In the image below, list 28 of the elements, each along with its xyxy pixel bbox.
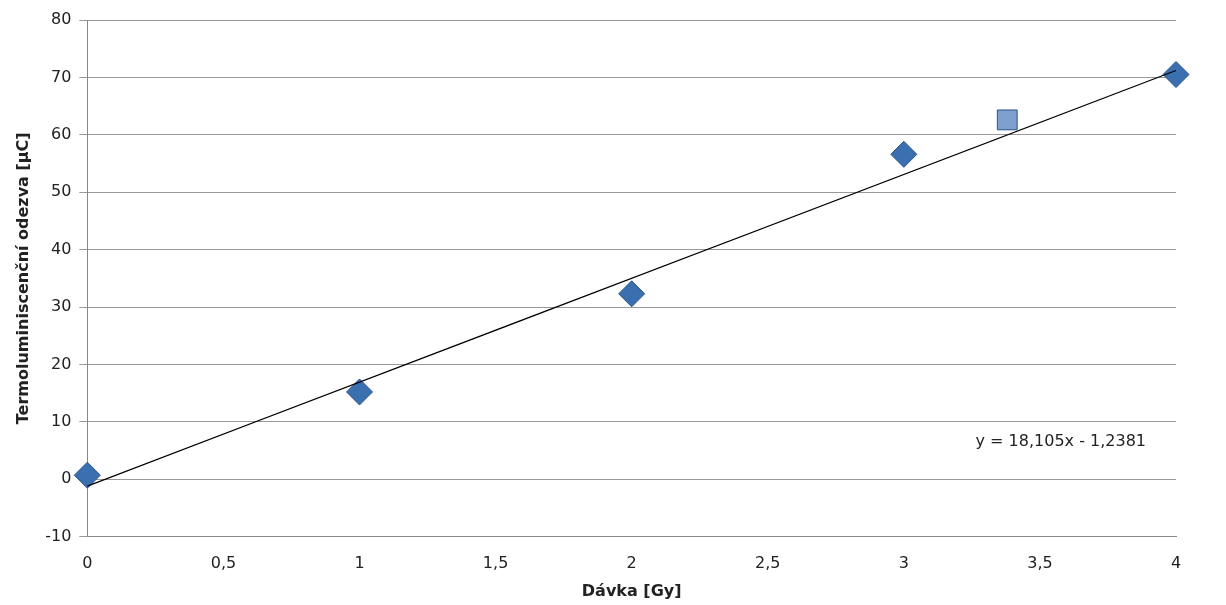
x-axis-title: Dávka [Gy] <box>581 580 682 600</box>
point <box>618 280 646 308</box>
y-axis-title: Termoluminiscenční odezva [µC] <box>12 132 32 425</box>
y-tick-label: 50 <box>50 181 72 201</box>
annotation: y = 18,105x - 1,2381 <box>975 430 1146 450</box>
point <box>73 461 101 489</box>
x-tick-label: 0 <box>82 553 93 573</box>
y-tick-label: 10 <box>50 410 72 430</box>
y-tick-label: 60 <box>50 123 72 143</box>
x-tick-label: 3 <box>898 553 909 573</box>
x-tick-label: 2,5 <box>755 553 781 573</box>
y-tick-label: 30 <box>50 296 72 316</box>
x-tick-label: 0,5 <box>210 553 237 573</box>
y-tick-label: 70 <box>50 66 72 86</box>
x-tick-label: 1,5 <box>482 553 509 573</box>
y-tick-label: -10 <box>45 525 72 545</box>
point <box>890 140 918 168</box>
point <box>996 109 1018 131</box>
y-tick-label: 40 <box>50 238 72 258</box>
point <box>346 378 373 406</box>
x-tick-label: 4 <box>1170 553 1182 573</box>
point <box>1162 61 1190 89</box>
y-tick-label: 20 <box>50 353 72 373</box>
x-tick-label: 3,5 <box>1027 553 1053 573</box>
x-tick-label: 1 <box>354 553 365 573</box>
x-tick-label: 2 <box>626 553 637 573</box>
y-tick-label: 0 <box>61 468 72 488</box>
y-tick-label: 80 <box>50 9 72 29</box>
